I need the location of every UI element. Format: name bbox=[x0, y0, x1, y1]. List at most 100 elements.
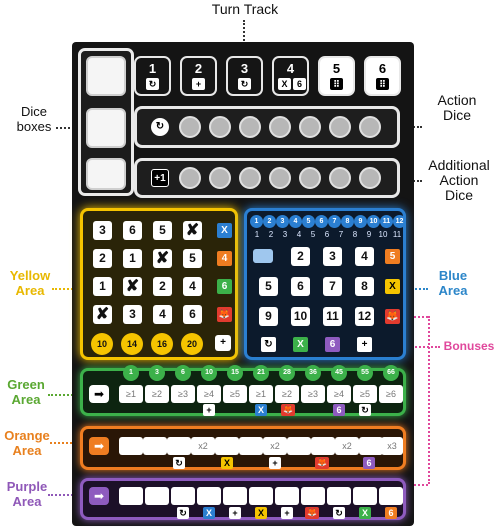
blue-track-10[interactable]: 10 bbox=[367, 215, 380, 228]
blue-cell-r2c4[interactable]: 8 bbox=[355, 277, 374, 296]
yellow-cell-r3c4[interactable]: 4 bbox=[183, 277, 202, 296]
purple-cell-1[interactable] bbox=[119, 487, 143, 505]
additional-die-slot-5[interactable] bbox=[299, 167, 321, 189]
orange-cell-6[interactable] bbox=[239, 437, 263, 455]
dice-boxes-leader bbox=[56, 127, 86, 129]
green-cell-6[interactable]: ≥1 bbox=[249, 385, 273, 403]
blue-cell-r1c3[interactable]: 3 bbox=[323, 247, 342, 266]
blue-cell-r2c2[interactable]: 6 bbox=[291, 277, 310, 296]
purple-cell-7[interactable] bbox=[275, 487, 299, 505]
purple-cell-9[interactable] bbox=[327, 487, 351, 505]
additional-die-slot-4[interactable] bbox=[269, 167, 291, 189]
yellow-cell-r2c2[interactable]: 1 bbox=[123, 249, 142, 268]
yellow-cell-r3c1[interactable]: 1 bbox=[93, 277, 112, 296]
purple-cell-2[interactable] bbox=[145, 487, 169, 505]
yellow-cell-r3c3[interactable]: 2 bbox=[153, 277, 172, 296]
action-die-slot-7[interactable] bbox=[359, 116, 381, 138]
yellow-cell-r4c3[interactable]: 4 bbox=[153, 305, 172, 324]
purple-cell-5[interactable] bbox=[223, 487, 247, 505]
blue-cell-r3c3[interactable]: 11 bbox=[323, 307, 342, 326]
yellow-cell-r1c3[interactable]: 5 bbox=[153, 221, 172, 240]
action-die-slot-4[interactable] bbox=[269, 116, 291, 138]
green-cell-1[interactable]: ≥1 bbox=[119, 385, 143, 403]
blue-track-4[interactable]: 4 bbox=[289, 215, 302, 228]
yellow-cell-r2c4[interactable]: 5 bbox=[183, 249, 202, 268]
action-die-slot-2[interactable] bbox=[209, 116, 231, 138]
green-cell-2[interactable]: ≥2 bbox=[145, 385, 169, 403]
blue-cell-r2c3[interactable]: 7 bbox=[323, 277, 342, 296]
yellow-cell-r2c3[interactable]: ✘ bbox=[153, 249, 172, 268]
additional-die-slot-2[interactable] bbox=[209, 167, 231, 189]
orange-cell-3[interactable] bbox=[167, 437, 191, 455]
orange-cell-4[interactable]: x2 bbox=[191, 437, 215, 455]
blue-cell-r3c4[interactable]: 12 bbox=[355, 307, 374, 326]
yellow-cell-r3c2[interactable]: ✘ bbox=[123, 277, 142, 296]
orange-cell-11[interactable] bbox=[359, 437, 383, 455]
purple-cell-10[interactable] bbox=[353, 487, 377, 505]
blue-track-2[interactable]: 2 bbox=[263, 215, 276, 228]
yellow-cell-r1c1[interactable]: 3 bbox=[93, 221, 112, 240]
yellow-cell-r2c1[interactable]: 2 bbox=[93, 249, 112, 268]
blue-track-5[interactable]: 5 bbox=[302, 215, 315, 228]
green-cell-4[interactable]: ≥4 bbox=[197, 385, 221, 403]
additional-die-slot-6[interactable] bbox=[329, 167, 351, 189]
round-6[interactable]: 6 ⠿ bbox=[364, 56, 401, 96]
round-1[interactable]: 1 ↻ bbox=[134, 56, 171, 96]
green-cell-9[interactable]: ≥4 bbox=[327, 385, 351, 403]
orange-cell-2[interactable] bbox=[143, 437, 167, 455]
green-threshold-8: 36 bbox=[305, 365, 321, 381]
round-2[interactable]: 2 + bbox=[180, 56, 217, 96]
additional-die-slot-1[interactable] bbox=[179, 167, 201, 189]
blue-cell-r2c1[interactable]: 5 bbox=[259, 277, 278, 296]
action-die-slot-5[interactable] bbox=[299, 116, 321, 138]
additional-die-slot-3[interactable] bbox=[239, 167, 261, 189]
blue-cell-r3c1[interactable]: 9 bbox=[259, 307, 278, 326]
blue-track-3[interactable]: 3 bbox=[276, 215, 289, 228]
orange-cell-9[interactable] bbox=[311, 437, 335, 455]
orange-cell-5[interactable] bbox=[215, 437, 239, 455]
orange-reward-purple: 6 bbox=[363, 457, 375, 469]
blue-cell-r1c2[interactable]: 2 bbox=[291, 247, 310, 266]
blue-track-11[interactable]: 11 bbox=[380, 215, 393, 228]
blue-cell-r1c4[interactable]: 4 bbox=[355, 247, 374, 266]
orange-cell-10[interactable]: x2 bbox=[335, 437, 359, 455]
blue-track-8[interactable]: 8 bbox=[341, 215, 354, 228]
round-3[interactable]: 3 ↻ bbox=[226, 56, 263, 96]
blue-track-9[interactable]: 9 bbox=[354, 215, 367, 228]
green-cell-8[interactable]: ≥3 bbox=[301, 385, 325, 403]
action-die-slot-3[interactable] bbox=[239, 116, 261, 138]
orange-cell-8[interactable] bbox=[287, 437, 311, 455]
action-die-slot-6[interactable] bbox=[329, 116, 351, 138]
purple-cell-11[interactable] bbox=[379, 487, 403, 505]
green-cell-7[interactable]: ≥2 bbox=[275, 385, 299, 403]
action-die-slot-1[interactable] bbox=[179, 116, 201, 138]
purple-cell-3[interactable] bbox=[171, 487, 195, 505]
yellow-area: 3 6 5 ✘ 2 1 ✘ 5 1 ✘ 2 4 ✘ 3 4 6 X 4 6 🦊 … bbox=[80, 208, 238, 360]
green-cell-5[interactable]: ≥5 bbox=[223, 385, 247, 403]
purple-cell-6[interactable] bbox=[249, 487, 273, 505]
yellow-cell-r1c2[interactable]: 6 bbox=[123, 221, 142, 240]
green-cell-3[interactable]: ≥3 bbox=[171, 385, 195, 403]
dice-box-2[interactable] bbox=[86, 108, 126, 148]
yellow-cell-r4c4[interactable]: 6 bbox=[183, 305, 202, 324]
dice-box-1[interactable] bbox=[86, 56, 126, 96]
orange-cell-7[interactable]: x2 bbox=[263, 437, 287, 455]
additional-die-slot-7[interactable] bbox=[359, 167, 381, 189]
purple-cell-4[interactable] bbox=[197, 487, 221, 505]
blue-track-6[interactable]: 6 bbox=[315, 215, 328, 228]
dice-box-3[interactable] bbox=[86, 158, 126, 190]
purple-cell-8[interactable] bbox=[301, 487, 325, 505]
round-5[interactable]: 5 ⠿ bbox=[318, 56, 355, 96]
orange-cell-12[interactable]: x3 bbox=[381, 437, 403, 455]
green-cell-10[interactable]: ≥5 bbox=[353, 385, 377, 403]
blue-track-1[interactable]: 1 bbox=[250, 215, 263, 228]
blue-track-7[interactable]: 7 bbox=[328, 215, 341, 228]
blue-track-12[interactable]: 12 bbox=[393, 215, 406, 228]
blue-cell-r3c2[interactable]: 10 bbox=[291, 307, 310, 326]
yellow-cell-r1c4[interactable]: ✘ bbox=[183, 221, 202, 240]
yellow-cell-r4c1[interactable]: ✘ bbox=[93, 305, 112, 324]
green-cell-11[interactable]: ≥6 bbox=[379, 385, 403, 403]
yellow-cell-r4c2[interactable]: 3 bbox=[123, 305, 142, 324]
orange-cell-1[interactable] bbox=[119, 437, 143, 455]
